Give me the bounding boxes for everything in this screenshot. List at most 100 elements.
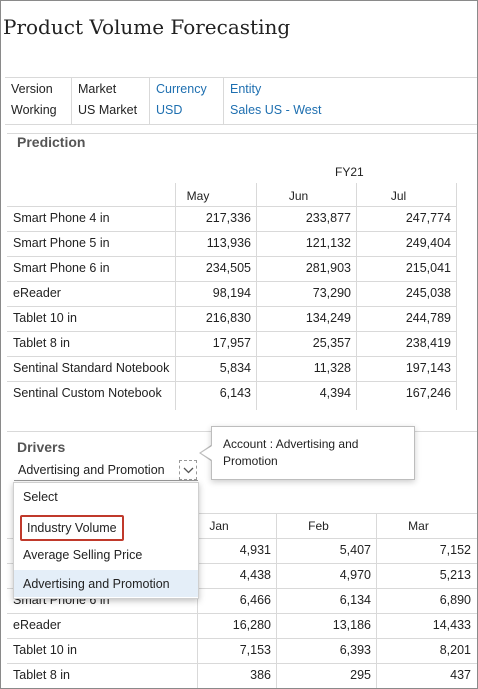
drivers-selected-value: Advertising and Promotion	[18, 463, 165, 477]
col-feb: Feb	[308, 519, 329, 533]
grid-line	[197, 513, 198, 688]
grid-line	[7, 331, 456, 332]
grid-line	[7, 306, 456, 307]
grid-line	[376, 513, 377, 688]
grid-line	[197, 513, 477, 514]
drivers-account-select[interactable]: Advertising and Promotion	[14, 460, 198, 481]
col-jun: Jun	[288, 189, 309, 203]
data-cell[interactable]: 216,830	[205, 311, 251, 325]
data-cell[interactable]: 98,194	[212, 286, 251, 300]
data-cell[interactable]: 25,357	[312, 336, 351, 350]
data-cell[interactable]: 215,041	[405, 261, 451, 275]
row-label: eReader	[13, 618, 61, 632]
data-cell[interactable]: 295	[350, 668, 371, 682]
grid-line	[7, 381, 456, 382]
row-label: Smart Phone 4 in	[13, 211, 110, 225]
data-cell[interactable]: 5,834	[219, 361, 251, 375]
pov-entity-header[interactable]: Entity	[230, 82, 262, 96]
data-cell[interactable]: 8,201	[439, 643, 471, 657]
pov-currency-header[interactable]: Currency	[156, 82, 207, 96]
data-cell[interactable]: 113,936	[206, 236, 251, 250]
menu-item-select[interactable]: Select	[14, 483, 198, 510]
data-cell[interactable]: 238,419	[405, 336, 451, 350]
data-cell[interactable]: 234,505	[205, 261, 251, 275]
data-cell[interactable]: 4,970	[339, 568, 371, 582]
page-title: Product Volume Forecasting	[3, 15, 291, 39]
row-label: Smart Phone 6 in	[13, 261, 110, 275]
data-cell[interactable]: 14,433	[432, 618, 471, 632]
menu-item-average-selling-price[interactable]: Average Selling Price	[14, 541, 198, 568]
menu-item-label: Select	[23, 490, 58, 504]
menu-item-industry-volume[interactable]: Industry Volume	[14, 512, 198, 541]
data-cell[interactable]: 247,774	[405, 211, 451, 225]
data-cell[interactable]: 73,290	[312, 286, 351, 300]
menu-item-label: Advertising and Promotion	[23, 577, 170, 591]
grid-line	[256, 183, 257, 410]
data-cell[interactable]: 6,466	[239, 593, 271, 607]
prediction-title: Prediction	[17, 134, 86, 150]
data-cell[interactable]: 7,153	[239, 643, 271, 657]
grid-line	[7, 613, 477, 614]
chevron-down-icon[interactable]	[179, 460, 197, 480]
data-cell[interactable]: 134,249	[305, 311, 351, 325]
data-cell[interactable]: 249,404	[405, 236, 451, 250]
pov-market-value: US Market	[78, 103, 138, 117]
data-cell[interactable]: 4,394	[319, 386, 351, 400]
data-cell[interactable]: 13,186	[332, 618, 371, 632]
grid-line	[276, 513, 277, 688]
row-label: Tablet 8 in	[13, 336, 70, 350]
data-cell[interactable]: 281,903	[305, 261, 351, 275]
col-jan: Jan	[209, 519, 229, 533]
grid-line	[7, 538, 477, 539]
drivers-dropdown-menu: Select Industry Volume Average Selling P…	[13, 482, 199, 599]
grid-line	[456, 183, 457, 410]
grid-line	[7, 356, 456, 357]
pov-version-header: Version	[11, 82, 53, 96]
grid-line	[7, 231, 456, 232]
row-label: Tablet 10 in	[13, 643, 77, 657]
data-cell[interactable]: 6,393	[339, 643, 371, 657]
col-may: May	[186, 189, 210, 203]
data-cell[interactable]: 121,132	[305, 236, 351, 250]
data-cell[interactable]: 167,246	[405, 386, 451, 400]
col-jul: Jul	[390, 189, 407, 203]
menu-item-label: Industry Volume	[20, 515, 124, 541]
data-cell[interactable]: 197,143	[405, 361, 451, 375]
grid-line	[7, 281, 456, 282]
data-cell[interactable]: 386	[250, 668, 271, 682]
pov-version-value: Working	[11, 103, 57, 117]
data-cell[interactable]: 233,877	[305, 211, 351, 225]
data-cell[interactable]: 244,789	[405, 311, 451, 325]
data-cell[interactable]: 11,328	[313, 361, 351, 375]
prediction-year: FY21	[335, 165, 364, 179]
data-cell[interactable]: 217,336	[205, 211, 251, 225]
data-cell[interactable]: 17,957	[212, 336, 251, 350]
grid-line	[7, 206, 456, 207]
grid-line	[175, 183, 176, 410]
col-mar: Mar	[408, 519, 429, 533]
data-cell[interactable]: 6,890	[439, 593, 471, 607]
pov-market-header: Market	[78, 82, 117, 96]
row-label: eReader	[13, 286, 61, 300]
data-cell[interactable]: 7,152	[439, 543, 471, 557]
row-label: Tablet 8 in	[13, 668, 70, 682]
account-tooltip: Account : Advertising and Promotion	[211, 426, 415, 480]
data-cell[interactable]: 437	[450, 668, 471, 682]
grid-line	[7, 638, 477, 639]
data-cell[interactable]: 4,438	[239, 568, 271, 582]
data-cell[interactable]: 16,280	[232, 618, 271, 632]
row-label: Sentinal Standard Notebook	[13, 361, 170, 375]
pov-currency-value[interactable]: USD	[156, 103, 183, 117]
data-cell[interactable]: 245,038	[405, 286, 451, 300]
data-cell[interactable]: 6,134	[339, 593, 371, 607]
menu-item-advertising-and-promotion[interactable]: Advertising and Promotion	[14, 570, 198, 597]
data-cell[interactable]: 6,143	[219, 386, 251, 400]
data-cell[interactable]: 4,931	[239, 543, 271, 557]
grid-line	[7, 256, 456, 257]
pov-entity-value[interactable]: Sales US - West	[230, 103, 322, 117]
pov-currency[interactable]: Currency USD	[149, 78, 224, 124]
data-cell[interactable]: 5,407	[339, 543, 371, 557]
pov-entity[interactable]: Entity Sales US - West	[223, 78, 344, 124]
data-cell[interactable]: 5,213	[439, 568, 471, 582]
